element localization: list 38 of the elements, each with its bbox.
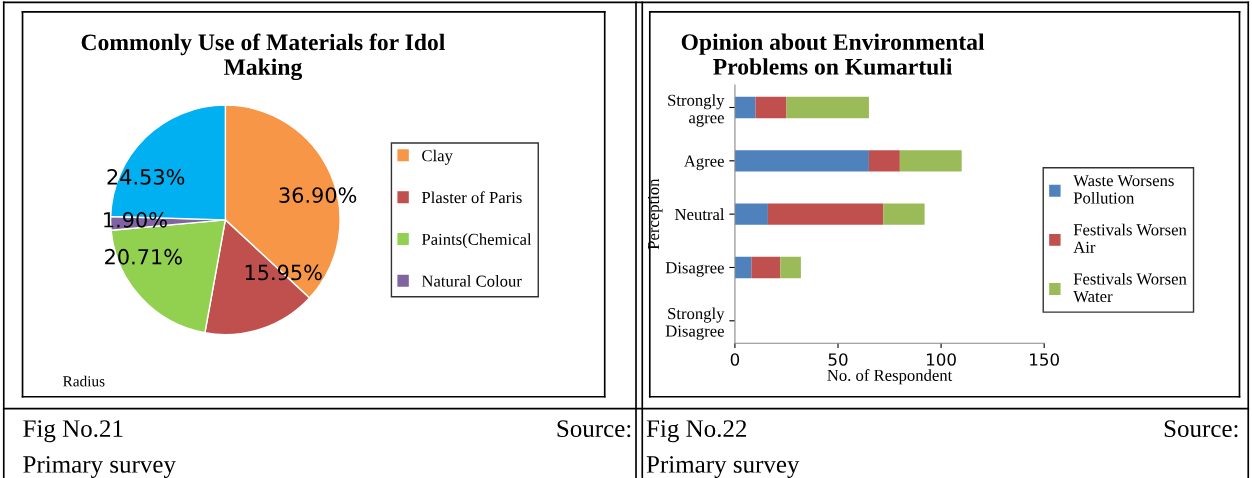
- bar: [883, 203, 925, 225]
- bar: [868, 150, 900, 172]
- source-note: Source:: [557, 420, 631, 438]
- bar: [767, 203, 884, 225]
- legend-label: Waste Worsens Pollution: [1073, 175, 1174, 204]
- legend-label: Paints(Chemical: [421, 233, 532, 249]
- bar: [755, 96, 787, 119]
- bar: [751, 256, 781, 279]
- legend-label: Clay: [422, 149, 453, 165]
- bar: [734, 203, 768, 225]
- x-tick-label: 0: [730, 353, 740, 366]
- text: Primary survey: [646, 456, 800, 478]
- text: Primary survey: [23, 456, 176, 478]
- x-axis-title: No. of Respondent: [827, 369, 953, 385]
- y-tick-label: Agree: [683, 155, 724, 171]
- legend-label: Plaster of Paris: [421, 191, 522, 204]
- x-tick-label: 100: [927, 353, 956, 366]
- source-note: Source:: [1164, 420, 1238, 438]
- chart-title: Commonly Use of Materials for Idol Making: [81, 33, 445, 81]
- y-tick-label: Strongly Disagree: [665, 307, 725, 341]
- bar: [899, 150, 962, 172]
- bar: [780, 256, 801, 279]
- text: Fig No.21: [23, 420, 123, 443]
- bar: [786, 96, 869, 119]
- bar: [734, 150, 869, 172]
- text: Radius: [63, 375, 105, 387]
- legend-label: Festivals Worsen Water: [1073, 272, 1187, 303]
- text: Fig No.22: [646, 420, 747, 443]
- y-axis-title: Perception: [647, 178, 663, 250]
- legend-label: Festivals Worsen Air: [1073, 223, 1187, 253]
- y-tick-label: Strongly agree: [668, 94, 725, 127]
- chart-title: Opinion about Environmental Problems on Kumartuli: [681, 33, 985, 75]
- bar: [734, 96, 756, 119]
- x-tick-label: 50: [828, 353, 848, 366]
- x-tick-label: 150: [1030, 353, 1059, 366]
- y-tick-label: Neutral: [675, 208, 725, 221]
- y-tick-label: Disagree: [665, 262, 724, 277]
- legend-label: Natural Colour: [421, 275, 522, 287]
